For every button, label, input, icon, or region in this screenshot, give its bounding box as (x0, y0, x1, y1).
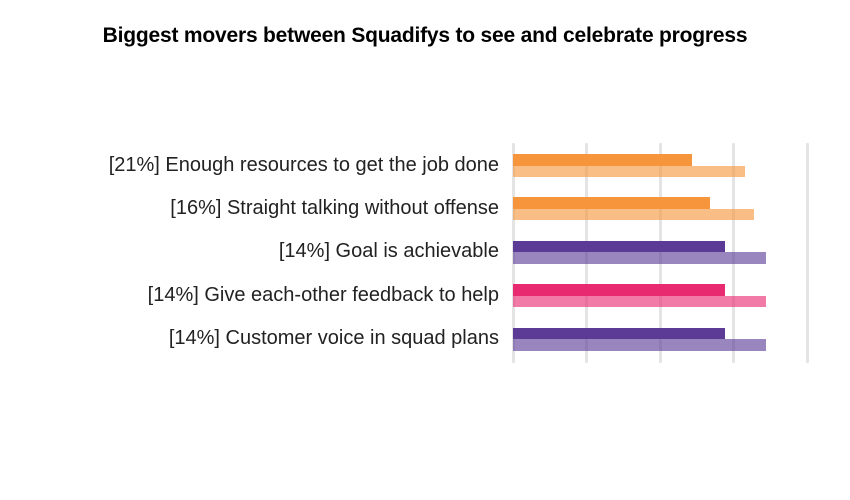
bar-light (513, 339, 766, 351)
category-label: [21%] Enough resources to get the job do… (108, 153, 499, 176)
bar-dark (513, 154, 693, 166)
bar-dark (513, 197, 710, 209)
category-label: [14%] Give each-other feedback to help (147, 283, 499, 306)
category-label: [16%] Straight talking without offense (170, 196, 499, 219)
bar-dark (513, 327, 725, 340)
chart-title: Biggest movers between Squadifys to see … (102, 24, 748, 47)
bar-light (513, 295, 766, 308)
bar-group (513, 154, 746, 177)
bar-dark (513, 284, 725, 296)
bar-group (513, 327, 766, 351)
bar-group (513, 284, 766, 308)
bar-chart: [21%] Enough resources to get the job do… (0, 143, 850, 363)
bar-light (513, 252, 766, 264)
chart-row: [21%] Enough resources to get the job do… (0, 143, 850, 187)
chart-row: [14%] Customer voice in squad plans (0, 317, 850, 361)
bar-group (513, 240, 766, 264)
bar-light (513, 208, 755, 221)
bar-light (513, 165, 746, 177)
chart-row: [16%] Straight talking without offense (0, 186, 850, 230)
bar-group (513, 197, 755, 221)
chart-row: [14%] Give each-other feedback to help (0, 273, 850, 317)
category-label: [14%] Customer voice in squad plans (168, 327, 499, 350)
category-label: [14%] Goal is achievable (278, 240, 499, 263)
gridline (805, 143, 809, 363)
bar-dark (513, 240, 725, 253)
chart-row: [14%] Goal is achievable (0, 230, 850, 274)
